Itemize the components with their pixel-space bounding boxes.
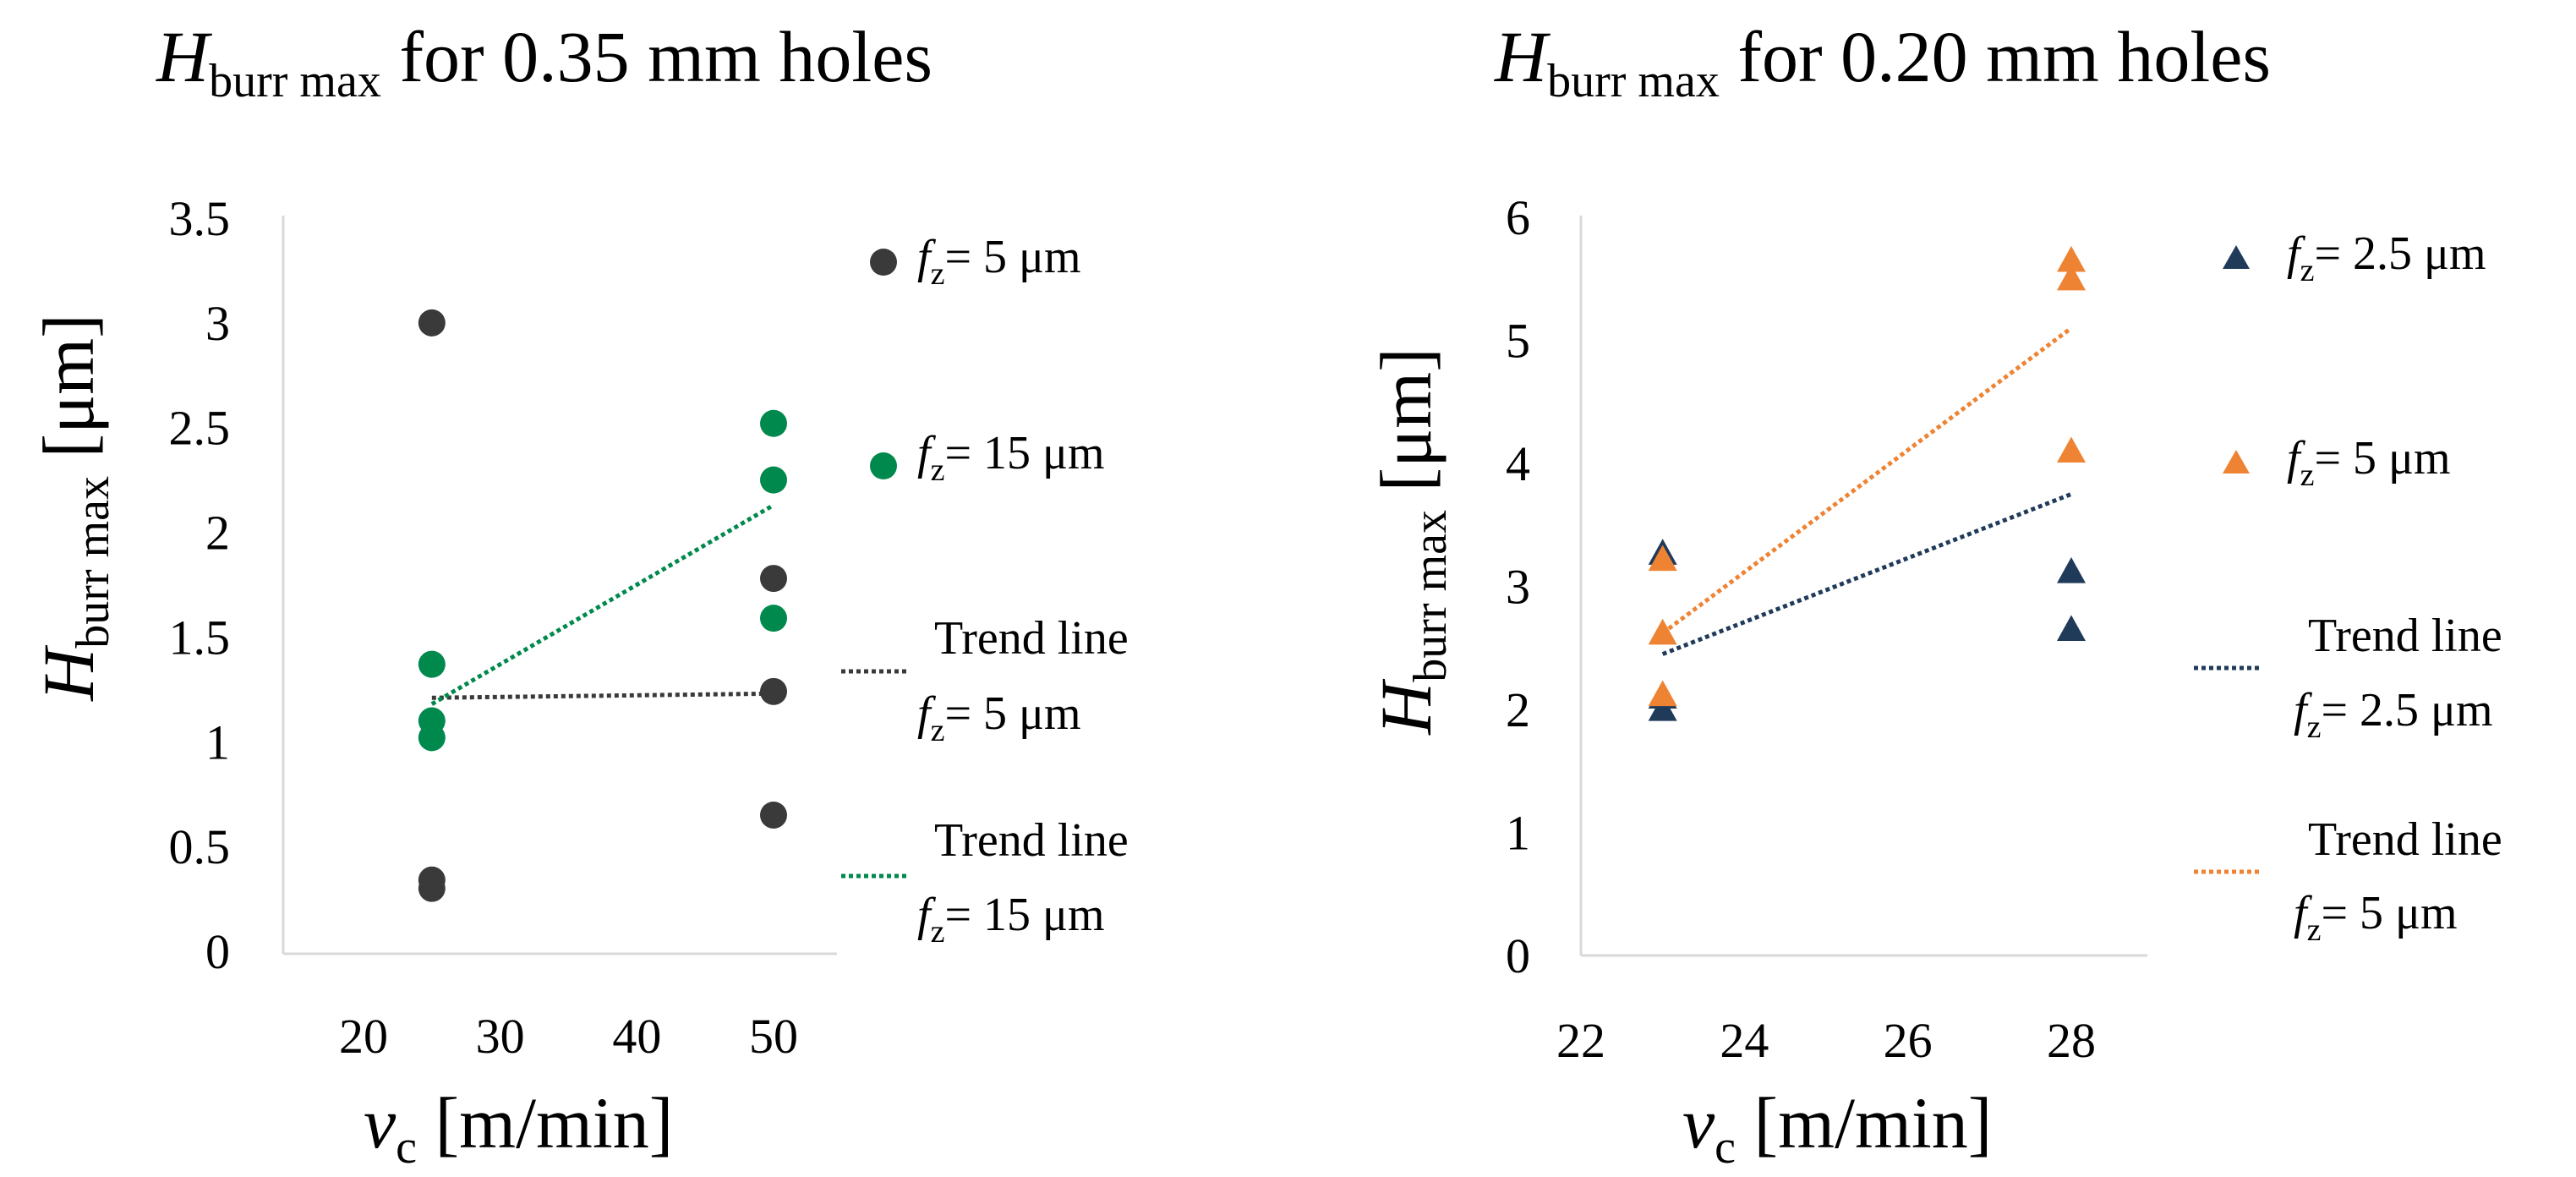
y-tick-label: 0	[1506, 928, 1530, 983]
legend-marker	[2223, 450, 2250, 474]
trend-line	[430, 503, 775, 706]
y-tick-label: 0.5	[169, 819, 231, 874]
trend-line	[1661, 326, 2073, 635]
data-point	[418, 724, 446, 752]
x-tick-label: 26	[1884, 1013, 1933, 1068]
x-tick-label: 20	[339, 1009, 388, 1064]
x-tick-label: 50	[749, 1009, 798, 1064]
chart-right-x-axis-label: vc [m/min]	[1682, 1082, 1992, 1174]
data-point	[2057, 615, 2086, 642]
chart-left-y-axis-label: Hburr max [μm]	[28, 314, 119, 702]
x-tick-label: 30	[476, 1009, 525, 1064]
y-tick-label: 3	[205, 296, 230, 351]
chart-right-title: Hburr max for 0.20 mm holes	[1494, 16, 2271, 107]
legend-entry-label: Trend line	[934, 612, 1129, 665]
y-tick-label: 3	[1506, 560, 1530, 615]
legend-entry-label: fz= 5 μm	[917, 687, 1081, 748]
x-tick-label: 28	[2047, 1013, 2096, 1068]
y-tick-label: 3.5	[169, 191, 231, 246]
chart-right: Hburr max for 0.20 mm holes 0 1 2 3 4 5 6 22 24 2…	[1365, 16, 2502, 1174]
legend-entry-label: fz= 2.5 μm	[2294, 684, 2493, 745]
legend-entry-label: Trend line	[934, 814, 1129, 867]
y-tick-label: 1	[1506, 806, 1530, 861]
data-point	[760, 409, 787, 437]
chart-right-legend: fz= 2.5 μm fz= 5 μm Trend line fz= 2.5 μ…	[2194, 227, 2502, 948]
data-point	[2057, 245, 2086, 272]
chart-left-title: Hburr max for 0.35 mm holes	[156, 16, 933, 107]
data-point	[1648, 695, 1677, 721]
y-tick-label: 5	[1506, 314, 1530, 369]
data-point	[760, 801, 787, 829]
chart-left-plot-area	[418, 309, 787, 902]
legend-entry-label: Trend line	[2308, 610, 2502, 662]
chart-right-y-axis-label: Hburr max [μm]	[1365, 348, 1457, 736]
data-point	[760, 466, 787, 494]
chart-left-tick-labels: 0 0.5 1 1.5 2 2.5 3 3.5 20 30 40 50	[169, 191, 799, 1064]
trend-line	[1661, 492, 2072, 656]
y-tick-label: 1.5	[169, 610, 231, 665]
legend-marker	[870, 249, 897, 276]
chart-left-x-axis-label: vc [m/min]	[364, 1082, 673, 1174]
x-tick-label: 24	[1720, 1013, 1769, 1068]
legend-entry-label: fz= 15 μm	[917, 427, 1105, 488]
x-tick-label: 40	[612, 1009, 661, 1064]
y-tick-label: 4	[1506, 436, 1530, 491]
data-point	[1648, 618, 1677, 645]
data-point	[418, 309, 446, 337]
data-point	[1648, 545, 1677, 572]
legend-marker	[2223, 245, 2250, 269]
data-point	[2057, 557, 2086, 583]
trend-line	[431, 691, 774, 700]
chart-right-plot-area	[1648, 245, 2086, 721]
legend-entry-label: fz= 15 μm	[917, 889, 1105, 950]
data-point	[760, 605, 787, 632]
data-point	[760, 565, 787, 593]
data-point	[1648, 680, 1677, 707]
data-point	[2057, 264, 2086, 291]
x-tick-label: 22	[1556, 1013, 1605, 1068]
legend-entry-label: fz= 5 μm	[2294, 887, 2458, 948]
chart-right-tick-labels: 0 1 2 3 4 5 6 22 24 26 28	[1506, 190, 2096, 1068]
data-point	[760, 677, 787, 705]
y-tick-label: 1	[205, 714, 230, 769]
legend-marker	[870, 452, 897, 479]
data-point	[418, 874, 446, 902]
y-tick-label: 2	[1506, 682, 1530, 737]
y-tick-label: 6	[1506, 190, 1530, 245]
legend-entry-label: Trend line	[2308, 813, 2502, 866]
y-tick-label: 2.5	[169, 401, 231, 456]
data-point	[418, 650, 446, 678]
chart-left: Hburr max for 0.35 mm holes 0 0.5 1 1.5 2 2.5…	[28, 16, 1129, 1174]
data-point	[2057, 436, 2086, 463]
legend-entry-label: fz= 2.5 μm	[2287, 227, 2486, 288]
y-tick-label: 2	[205, 506, 230, 561]
y-tick-label: 0	[205, 924, 230, 979]
chart-left-legend: fz= 5 μm fz= 15 μm Trend line fz= 5 μm T…	[841, 231, 1129, 950]
